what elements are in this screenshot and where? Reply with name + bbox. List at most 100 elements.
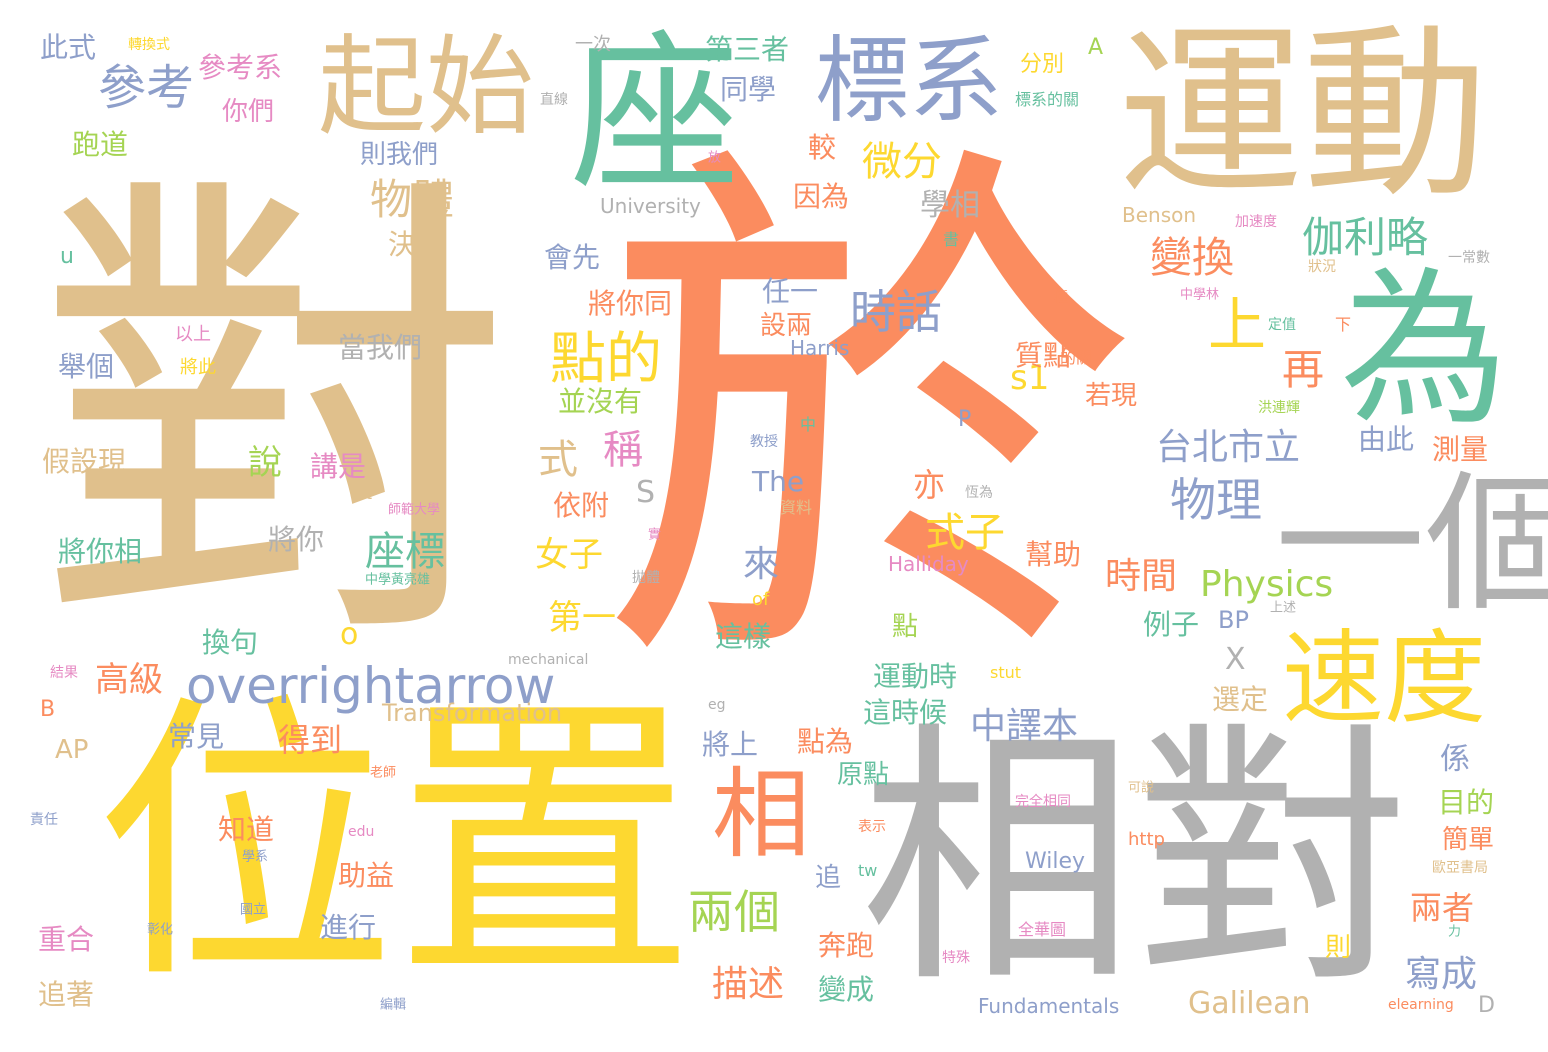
word: 參考系 (198, 51, 283, 84)
word: 一個 (1275, 458, 1548, 632)
word: Harris (790, 336, 850, 360)
word: 任一 (762, 275, 819, 308)
word: 追著 (38, 978, 95, 1011)
word: 高級 (95, 660, 163, 700)
word: 對 (35, 140, 515, 699)
word: 若現 (1085, 381, 1138, 411)
word: 時話 (850, 285, 942, 339)
word: 較 (808, 131, 837, 164)
word: 老師 (370, 765, 397, 781)
word: 則 (1325, 933, 1352, 963)
word: Physics (1200, 564, 1334, 605)
word: 時間 (1105, 556, 1178, 597)
word: 式子 (925, 510, 1005, 556)
word: 以上 (175, 324, 211, 345)
word: 彰化 (147, 922, 174, 938)
word: 講是 (310, 450, 367, 483)
word: 跑道 (72, 128, 129, 161)
word: 座 (570, 16, 741, 214)
word: Transformation (382, 699, 563, 727)
word: 結果 (50, 665, 78, 681)
word: 當我們 (338, 331, 423, 364)
word: Galilean (1188, 986, 1311, 1021)
word: 點為 (797, 725, 854, 758)
word: overrightarrow (186, 657, 556, 715)
word: 亦 (913, 466, 946, 504)
word: 學相 (920, 188, 980, 223)
word: Halliday (888, 552, 969, 576)
word: of (752, 589, 770, 610)
word: 師範大學 (388, 502, 441, 518)
word: 轉換式 (128, 37, 170, 53)
word: 換句 (202, 626, 259, 659)
word: 物體 (370, 175, 455, 224)
word: 例子 (1143, 608, 1200, 641)
word: 一種 (1040, 290, 1068, 306)
word: 兩個 (688, 885, 780, 939)
word: 將上 (702, 728, 759, 761)
word: 這樣 (715, 620, 772, 653)
word: 來 (743, 544, 780, 585)
word: 狀況 (1308, 259, 1336, 275)
word: tw (858, 861, 878, 880)
word: 相 (712, 758, 811, 872)
word: 座標 (365, 529, 445, 575)
word: 則我們 (360, 140, 439, 170)
word: S (636, 475, 656, 510)
word: 這時候 (863, 696, 948, 729)
word: 速度 (1282, 620, 1486, 739)
word: elearning (1388, 997, 1454, 1013)
word: University (600, 194, 701, 218)
word: 因為 (793, 180, 850, 213)
word: 點的 (550, 327, 662, 392)
word: 特殊 (942, 950, 970, 966)
word: 歐亞書局 (1432, 860, 1488, 876)
word: 得到 (278, 721, 343, 759)
word: 洪連輝 (1258, 400, 1300, 416)
word: 台北市立 (1156, 427, 1301, 468)
word: 實 (648, 527, 662, 543)
word: 分別 (1020, 52, 1065, 77)
word: 運動時 (873, 660, 958, 693)
word: 第一 (548, 598, 616, 638)
word: 選定 (1212, 683, 1269, 716)
word: 測量 (1432, 433, 1489, 466)
word: 由此 (1358, 423, 1415, 456)
word: u (60, 244, 74, 269)
word: The (752, 465, 805, 498)
word: BP (1218, 606, 1249, 634)
word: 變成 (818, 973, 875, 1006)
word: 並沒有 (558, 385, 643, 418)
word: 幫助 (1025, 538, 1082, 571)
word: 將你同 (588, 287, 673, 320)
word: 目的 (1438, 786, 1495, 819)
word: 的關 (1060, 348, 1093, 367)
word: 係 (1440, 742, 1470, 777)
word: 全華圖 (1018, 920, 1067, 939)
word: 追 (815, 863, 842, 893)
word: 放 (708, 150, 722, 166)
word: 說 (248, 443, 282, 483)
word: AP (55, 735, 89, 765)
word: 助益 (338, 859, 395, 892)
word: 中譯本 (970, 706, 1079, 747)
word: 女子 (535, 535, 603, 575)
word: 為 (1340, 252, 1508, 448)
word: 同學 (720, 73, 777, 106)
word: mechanical (508, 652, 589, 668)
word: 會先 (544, 241, 601, 274)
word: o (340, 617, 359, 652)
word: 依附 (553, 489, 610, 522)
word: 拋體 (632, 570, 660, 586)
word: 完全相同 (1015, 794, 1071, 810)
word: 舉個 (58, 350, 115, 383)
word: X (1225, 642, 1246, 677)
word: t (365, 483, 373, 504)
word: 重合 (38, 923, 95, 956)
word: 直線 (540, 92, 568, 108)
word: 奔跑 (818, 929, 875, 962)
word: 式 (538, 437, 578, 483)
word: Fundamentals (978, 994, 1120, 1018)
word: 簡單 (1442, 825, 1495, 855)
